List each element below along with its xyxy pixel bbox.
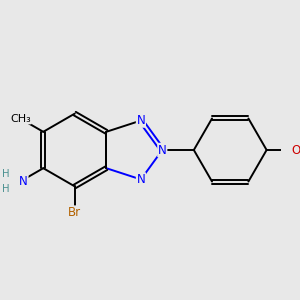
Text: N: N (136, 114, 145, 127)
Text: H: H (2, 184, 9, 194)
Text: N: N (136, 173, 145, 186)
Text: N: N (19, 175, 28, 188)
Text: CH₃: CH₃ (10, 114, 31, 124)
Text: Br: Br (68, 206, 81, 219)
Text: O: O (292, 143, 300, 157)
Text: N: N (158, 143, 167, 157)
Text: H: H (2, 169, 9, 179)
